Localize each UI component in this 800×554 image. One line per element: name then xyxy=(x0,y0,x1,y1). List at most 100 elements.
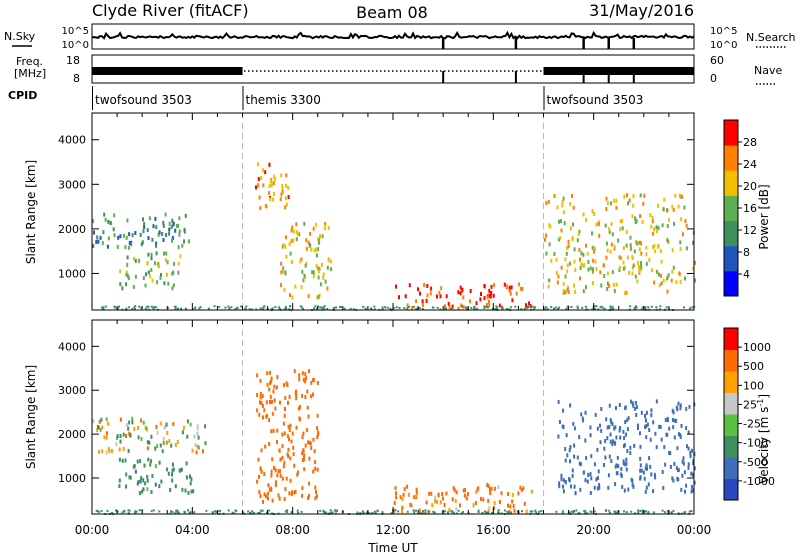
scatter-cell xyxy=(582,252,585,257)
scatter-cell xyxy=(273,466,275,470)
scatter-cell xyxy=(618,255,621,260)
scatter-cell xyxy=(612,282,615,287)
scatter-cell xyxy=(171,472,173,477)
scatter-cell xyxy=(575,509,578,512)
scatter-cell xyxy=(593,510,596,513)
scatter-cell xyxy=(644,425,647,429)
scatter-cell xyxy=(538,510,541,513)
scatter-cell xyxy=(679,246,682,251)
scatter-cell xyxy=(299,404,301,409)
scatter-cell xyxy=(132,284,135,289)
cpid-segment-label: themis 3300 xyxy=(246,93,321,107)
scatter-cell xyxy=(561,510,564,513)
scatter-cell xyxy=(608,403,611,408)
scatter-cell xyxy=(395,284,397,289)
scatter-cell xyxy=(617,510,619,513)
scatter-cell xyxy=(647,482,650,487)
scatter-cell xyxy=(672,410,675,415)
scatter-cell xyxy=(204,424,207,429)
scatter-cell xyxy=(640,308,643,311)
colorbar-swatch xyxy=(724,457,738,479)
colorbar-swatch xyxy=(724,371,738,393)
scatter-cell xyxy=(239,305,242,308)
scatter-cell xyxy=(126,255,129,260)
scatter-cell xyxy=(327,226,330,231)
scatter-cell xyxy=(177,512,180,515)
scatter-cell xyxy=(548,223,551,228)
scatter-cell xyxy=(178,232,181,237)
scatter-cell xyxy=(660,281,663,286)
scatter-cell xyxy=(413,495,416,500)
nsearch-label: N.Search xyxy=(746,31,796,44)
scatter-cell xyxy=(437,493,440,498)
scatter-cell xyxy=(634,220,637,224)
scatter-cell xyxy=(174,307,177,310)
scatter-cell xyxy=(488,505,491,510)
scatter-cell xyxy=(561,200,564,204)
scatter-cell xyxy=(516,510,519,513)
scatter-cell xyxy=(292,452,295,457)
scatter-cell xyxy=(604,223,607,228)
scatter-cell xyxy=(513,508,516,513)
scatter-cell xyxy=(626,193,629,198)
scatter-cell xyxy=(155,424,158,429)
scatter-cell xyxy=(490,486,493,491)
colorbar-frame xyxy=(723,327,739,501)
scatter-cell xyxy=(140,418,143,423)
scatter-cell xyxy=(686,444,688,449)
scatter-cell xyxy=(562,282,565,286)
scatter-cell xyxy=(672,478,675,483)
cpid-label: CPID xyxy=(8,89,37,102)
scatter-cell xyxy=(657,203,659,208)
scatter-cell xyxy=(598,483,601,487)
scatter-cell xyxy=(451,497,454,502)
scatter-cell xyxy=(317,237,319,242)
scatter-cell xyxy=(619,435,622,440)
scatter-cell xyxy=(132,464,135,469)
scatter-cell xyxy=(117,235,120,240)
scatter-cell xyxy=(317,266,320,271)
scatter-cell xyxy=(487,484,490,489)
scatter-cell xyxy=(261,168,264,173)
scatter-cell xyxy=(570,484,572,489)
scatter-cell xyxy=(410,503,413,508)
scatter-cell xyxy=(655,399,658,404)
scatter-cell xyxy=(581,306,584,309)
scatter-cell xyxy=(137,426,139,430)
scatter-cell xyxy=(412,305,415,308)
scatter-cell xyxy=(144,425,147,430)
scatter-cell xyxy=(571,473,574,478)
scatter-cell xyxy=(600,407,603,411)
scatter-cell xyxy=(417,287,419,292)
scatter-cell xyxy=(652,489,655,494)
scatter-cell xyxy=(277,493,280,498)
scatter-cell xyxy=(194,307,197,309)
scatter-cell xyxy=(654,475,657,480)
scatter-cell xyxy=(316,467,319,472)
scatter-cell xyxy=(669,451,672,456)
scatter-cell xyxy=(576,307,579,310)
ytick-label: 1000 xyxy=(58,472,86,485)
scatter-cell xyxy=(633,443,636,448)
scatter-cell xyxy=(176,509,179,512)
scatter-cell xyxy=(678,271,681,276)
scatter-cell xyxy=(594,412,597,417)
scatter-cell xyxy=(370,512,373,515)
scatter-cell xyxy=(679,240,682,245)
scatter-cell xyxy=(136,459,139,464)
scatter-cell xyxy=(301,493,303,498)
scatter-cell xyxy=(547,284,550,289)
scatter-cell xyxy=(676,446,679,451)
scatter-cell xyxy=(288,437,290,442)
scatter-cell xyxy=(317,247,319,252)
scatter-cell xyxy=(190,489,193,494)
scatter-cell xyxy=(543,307,546,310)
scatter-cell xyxy=(96,509,99,512)
scatter-cell xyxy=(283,308,286,311)
scatter-cell xyxy=(451,510,454,513)
scatter-cell xyxy=(445,491,448,496)
scatter-cell xyxy=(141,489,144,494)
scatter-cell xyxy=(98,425,100,430)
scatter-cell xyxy=(534,509,537,512)
velocity-unit-sup: -1 xyxy=(756,399,765,407)
